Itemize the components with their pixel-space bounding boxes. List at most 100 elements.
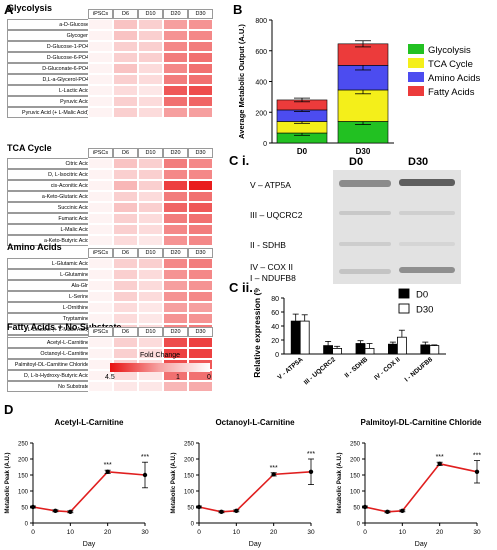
heatmap-row: L-Malic Acid: [7, 224, 220, 235]
heatmap-cell: [113, 63, 138, 74]
band-d30-atp5a: [399, 179, 455, 186]
d0-y-tick-label: 50: [21, 506, 28, 512]
heatmap-cell: [88, 30, 113, 41]
heatmap-col-header-ipscs: iPSCs: [88, 148, 113, 158]
b-y-tick-label: 800: [255, 18, 267, 25]
heatmap-cell: [138, 191, 163, 202]
heatmap-col-header-d6: D6: [113, 327, 138, 337]
heatmap-cell: [138, 291, 163, 302]
heatmap-row: L-Lactic Acid: [7, 85, 220, 96]
heatmap-row-label: D,L-a-Glycerol-PO4: [7, 74, 92, 85]
b-y-tick-label: 600: [255, 49, 267, 56]
heatmap-cell: [188, 85, 213, 96]
heatmap-cell: [163, 41, 188, 52]
heatmap-cell: [188, 302, 213, 313]
heatmap-cell: [138, 63, 163, 74]
heatmap-row-label: D, L-Isocitric Acid: [7, 169, 92, 180]
heatmap-cell: [163, 348, 188, 359]
heatmap-cell: [138, 96, 163, 107]
heatmap-legend: Fold Change 4.5 1 0: [105, 352, 220, 402]
heatmap-col-header-d20: D20: [163, 9, 188, 19]
heatmap-row-label: L-Serine: [7, 291, 92, 302]
d1-y-tick-label: 200: [184, 458, 195, 464]
heatmap-row: Acetyl-L-Carnitine: [7, 337, 220, 348]
heatmap-col-header-ipscs: iPSCs: [88, 9, 113, 19]
heatmap-row-label: Acetyl-L-Carnitine: [7, 337, 92, 348]
cii-bar-d0-v-atp5a: [290, 320, 301, 355]
d0-y-axis-label: Metabolic Peak (A.U.): [5, 452, 11, 513]
d2-data-point: [437, 461, 442, 466]
d1-data-point: [234, 508, 239, 514]
heatmap-col-header-d30: D30: [188, 9, 213, 19]
heatmap-cell: [163, 235, 188, 246]
b-y-axis-label: Average Metabolic Output (A.U.): [237, 24, 246, 139]
heatmap-row-label: Ala-Gln: [7, 280, 92, 291]
d2-y-tick-label: 100: [350, 490, 361, 496]
heatmap-row: L-Serine: [7, 291, 220, 302]
b-legend-label-fatty-acids: Fatty Acids: [428, 87, 475, 98]
band-d0-cox: [339, 269, 391, 274]
heatmap-cell: [188, 169, 213, 180]
heatmap-cell: [88, 52, 113, 63]
heatmap-cell: [88, 258, 113, 269]
heatmap-row-label: No Substrate: [7, 381, 92, 392]
heatmap-cell: [188, 180, 213, 191]
cii-legend-label-d30: D30: [416, 305, 433, 316]
b-x-tick-label: D0: [297, 147, 308, 156]
heatmap-row: Pyruvic Acid: [7, 96, 220, 107]
heatmap-cell: [188, 381, 213, 392]
blot-label-atp5a: V – ATP5A: [250, 180, 291, 190]
heatmap-row-label: Palmitoyl-DL-Carnitine Chloride: [7, 359, 92, 370]
b-bar-tca-cycle-d30: [337, 89, 389, 122]
fold-change-tick-high: 4.5: [105, 374, 115, 381]
heatmap-cell: [163, 280, 188, 291]
heatmap-cell: [188, 63, 213, 74]
heatmap-cell: [138, 269, 163, 280]
heatmap-cell: [113, 381, 138, 392]
d0-significance-annotation: ***: [104, 462, 112, 469]
heatmap-cell: [88, 202, 113, 213]
d2-x-axis-label: Day: [415, 541, 428, 548]
heatmap-cell: [88, 348, 113, 359]
d2-y-axis-label: Metabolic Peak (A.U.): [337, 452, 343, 513]
heatmap-row-label: Glycogen: [7, 30, 92, 41]
heatmap-col-header-d6: D6: [113, 248, 138, 258]
d0-y-tick-label: 0: [25, 522, 29, 528]
heatmap-row-label: L-Glutamine: [7, 269, 92, 280]
cii-bar-d0-i-ndufb8: [420, 344, 431, 355]
chart-d-acetyl: Acetyl-L-Carnitine 0 50 100 150 200 250 0 10 20 30…: [5, 418, 149, 548]
heatmap-row-label: a-D-Glucose: [7, 19, 92, 30]
heatmap-cell: [113, 52, 138, 63]
heatmap-cell: [113, 180, 138, 191]
heatmap-cell: [163, 202, 188, 213]
d1-y-tick-label: 250: [184, 442, 195, 448]
heatmap-cell: [188, 213, 213, 224]
heatmap-cell: [88, 235, 113, 246]
heatmap-cell: [113, 337, 138, 348]
heatmap-cell: [88, 96, 113, 107]
heatmap-cell: [188, 337, 213, 348]
heatmap-row-label: D-Glucose-6-PO4: [7, 52, 92, 63]
heatmap-row-label: L-Lactic Acid: [7, 85, 92, 96]
heatmap-row-label: D-Gluconate-6-PO4: [7, 63, 92, 74]
heatmap-cell: [88, 41, 113, 52]
heatmap-row: D,L-a-Glycerol-PO4: [7, 74, 220, 85]
d0-x-axis-label: Day: [83, 541, 96, 548]
fold-change-tick-one: 1: [176, 374, 180, 381]
panel-letter-d: D: [4, 402, 14, 417]
heatmap-title-tca-cycle: TCA Cycle: [7, 143, 52, 153]
heatmap-row-label: Succinic Acid: [7, 202, 92, 213]
b-legend-swatch-amino-acids: [408, 72, 424, 82]
heatmap-cell: [88, 213, 113, 224]
heatmap-cell: [88, 191, 113, 202]
heatmap-cell: [113, 313, 138, 324]
heatmap-cell: [88, 107, 113, 118]
heatmap-row-label: Pyruvic Acid: [7, 96, 92, 107]
heatmap-cell: [138, 213, 163, 224]
heatmap-row: D-Glucose-6-PO4: [7, 52, 220, 63]
cii-legend-swatch-d0: [398, 288, 410, 299]
heatmap-cell: [138, 202, 163, 213]
cii-bar-d30-v-atp5a: [299, 320, 310, 355]
panel-letter-a: A: [4, 2, 14, 17]
heatmap-col-header-d10: D10: [138, 148, 163, 158]
